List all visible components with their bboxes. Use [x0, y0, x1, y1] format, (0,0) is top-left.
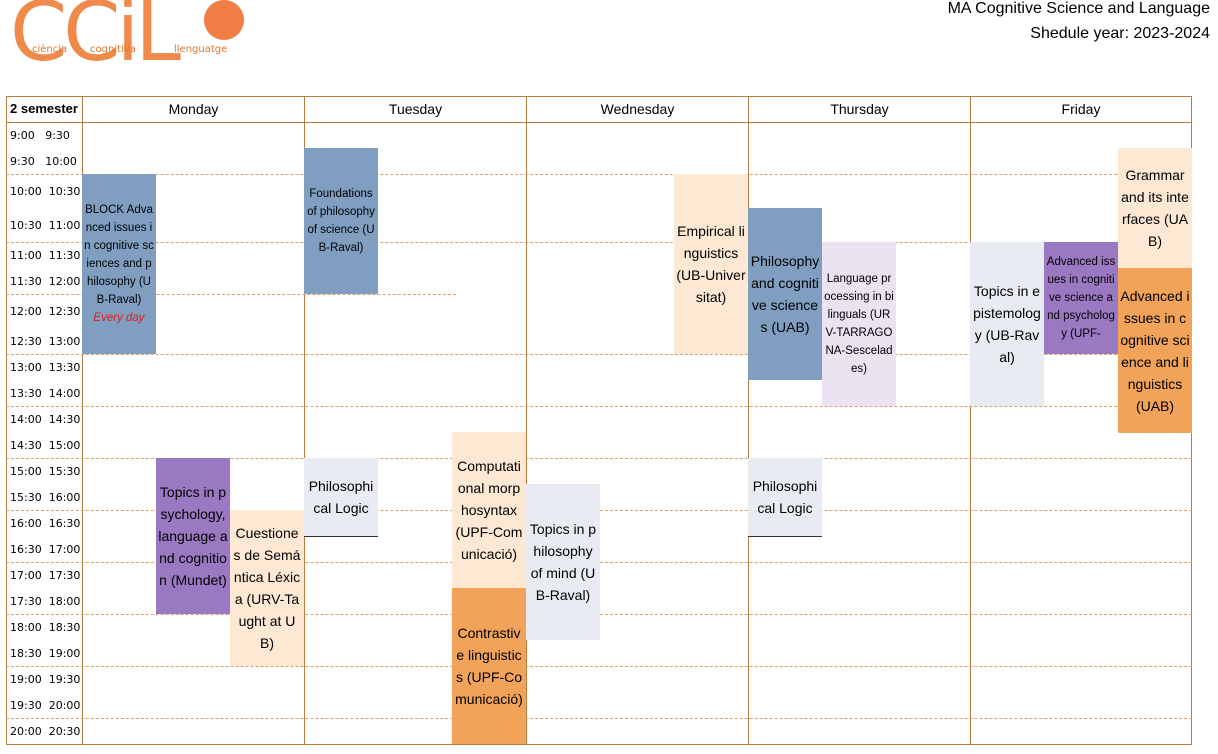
event-foundations-philosophy[interactable]: Foundations of philosophy of science (UB…: [304, 148, 378, 294]
hour-line: [6, 354, 1192, 355]
logo-word-1: ciència: [32, 44, 68, 55]
event-title: Contrastive linguistics (UPF-Comunicació…: [455, 625, 523, 707]
ccil-logo: CCiL ciència cognitiva llenguatge: [10, 0, 244, 90]
hour-line: [6, 666, 1192, 667]
time-slot: 20:00 20:30: [10, 725, 81, 738]
event-empirical-linguistics[interactable]: Empirical linguistics (UB-Universitat): [674, 174, 748, 354]
header-bottom-border: [6, 122, 1192, 123]
time-slot: 11:30 12:00: [10, 275, 81, 288]
col-border: [6, 96, 7, 745]
time-slot: 13:30 14:00: [10, 387, 81, 400]
schedule-table: 2 semester Monday Tuesday Wednesday Thur…: [6, 96, 1192, 745]
semester-label: 2 semester: [10, 101, 78, 116]
col-border: [748, 96, 749, 745]
time-slot: 14:00 14:30: [10, 413, 81, 426]
logo-word-2: cognitiva: [90, 44, 136, 55]
event-topics-philosophy-mind[interactable]: Topics in philosophy of mind (UB-Raval): [526, 484, 600, 640]
event-title: Empirical linguistics (UB-Universitat): [676, 223, 746, 305]
time-slot: 18:30 19:00: [10, 647, 81, 660]
time-slot: 12:00 12:30: [10, 305, 81, 318]
hour-line: [6, 406, 1192, 407]
day-wednesday: Wednesday: [600, 101, 675, 117]
event-title: Topics in psychology, language and cogni…: [158, 484, 228, 588]
event-advanced-issues-linguistics[interactable]: Advanced issues in cognitive science and…: [1118, 268, 1192, 433]
time-slot: 16:30 17:00: [10, 543, 81, 556]
hour-line: [6, 174, 1192, 175]
page-subtitle: Shedule year: 2023-2024: [1030, 25, 1210, 42]
time-slot: 10:00 10:30: [10, 185, 81, 198]
time-slot: 9:00 9:30: [10, 129, 70, 142]
event-contrastive-linguistics[interactable]: Contrastive linguistics (UPF-Comunicació…: [452, 588, 526, 744]
time-slot: 15:00 15:30: [10, 465, 81, 478]
event-title: Cuestiones de Semántica Léxica (URV-Taug…: [233, 525, 301, 651]
event-title: BLOCK Advanced issues in cognitive scien…: [84, 204, 154, 306]
time-slot: 19:00 19:30: [10, 673, 81, 686]
event-advanced-issues-psychology[interactable]: Advanced issues in cognitive science and…: [1044, 242, 1118, 354]
time-slot: 17:00 17:30: [10, 569, 81, 582]
day-thursday: Thursday: [830, 101, 889, 117]
event-title: Philosophical Logic: [308, 478, 374, 516]
event-note: Every day: [93, 312, 145, 324]
event-title: Philosophy and cognitive sciences (UAB): [750, 253, 820, 335]
event-grammar-interfaces[interactable]: Grammar and its interfaces (UAB): [1118, 148, 1192, 268]
event-topics-psychology[interactable]: Topics in psychology, language and cogni…: [156, 458, 230, 614]
event-title: Topics in philosophy of mind (UB-Raval): [529, 521, 597, 603]
event-title: Advanced issues in cognitive science and…: [1120, 287, 1190, 414]
table-top-border: [6, 96, 1192, 97]
time-slot: 9:30 10:00: [10, 155, 77, 168]
logo-dot-icon: [204, 0, 244, 40]
event-language-processing-bilinguals[interactable]: Language processing in bilinguals (URV-T…: [822, 242, 896, 406]
time-slot: 11:00 11:30: [10, 249, 81, 262]
time-slot: 16:00 16:30: [10, 517, 81, 530]
event-computational-morphosyntax[interactable]: Computational morphosyntax (UPF-Comunica…: [452, 432, 526, 588]
table-bottom-border: [6, 744, 1192, 745]
event-title: Language processing in bilinguals (URV-T…: [824, 273, 894, 375]
event-topics-epistemology[interactable]: Topics in epistemology (UB-Raval): [970, 242, 1044, 406]
page-title: MA Cognitive Science and Language: [947, 0, 1210, 17]
logo-word-3: llenguatge: [174, 44, 228, 55]
time-slot: 14:30 15:00: [10, 439, 81, 452]
day-tuesday: Tuesday: [388, 101, 443, 117]
event-cuestiones-semantica[interactable]: Cuestiones de Semántica Léxica (URV-Taug…: [230, 510, 304, 666]
time-slot: 18:00 18:30: [10, 621, 81, 634]
event-title: Advanced issues in cognitive science and…: [1046, 256, 1116, 340]
col-border: [970, 96, 971, 745]
col-border: [304, 96, 305, 745]
event-block-advanced-issues[interactable]: BLOCK Advanced issues in cognitive scien…: [82, 174, 156, 354]
hour-line: [6, 242, 1192, 243]
time-slot: 13:00 13:30: [10, 361, 81, 374]
time-slot: 19:30 20:00: [10, 699, 81, 712]
event-title: Philosophical Logic: [752, 478, 818, 516]
event-title: Grammar and its interfaces (UAB): [1121, 167, 1189, 249]
col-border: [526, 96, 527, 745]
event-title: Computational morphosyntax (UPF-Comunica…: [455, 458, 523, 562]
col-border: [82, 96, 83, 745]
hour-line: [6, 458, 1192, 459]
time-slot: 10:30 11:00: [10, 219, 81, 232]
time-slot: 12:30 13:00: [10, 335, 81, 348]
time-slot: 15:30 16:00: [10, 491, 81, 504]
event-philosophy-cognitive-sciences[interactable]: Philosophy and cognitive sciences (UAB): [748, 208, 822, 380]
day-monday: Monday: [168, 101, 219, 117]
event-title: Topics in epistemology (UB-Raval): [973, 283, 1041, 365]
event-title: Foundations of philosophy of science (UB…: [307, 188, 375, 254]
time-slot: 17:30 18:00: [10, 595, 81, 608]
hour-line: [6, 718, 1192, 719]
logo-letters: CCiL: [10, 0, 181, 80]
hour-line: [6, 294, 456, 295]
day-friday: Friday: [1061, 101, 1101, 117]
event-philosophical-logic[interactable]: Philosophical Logic: [304, 458, 378, 537]
event-philosophical-logic-thursday[interactable]: Philosophical Logic: [748, 458, 822, 537]
